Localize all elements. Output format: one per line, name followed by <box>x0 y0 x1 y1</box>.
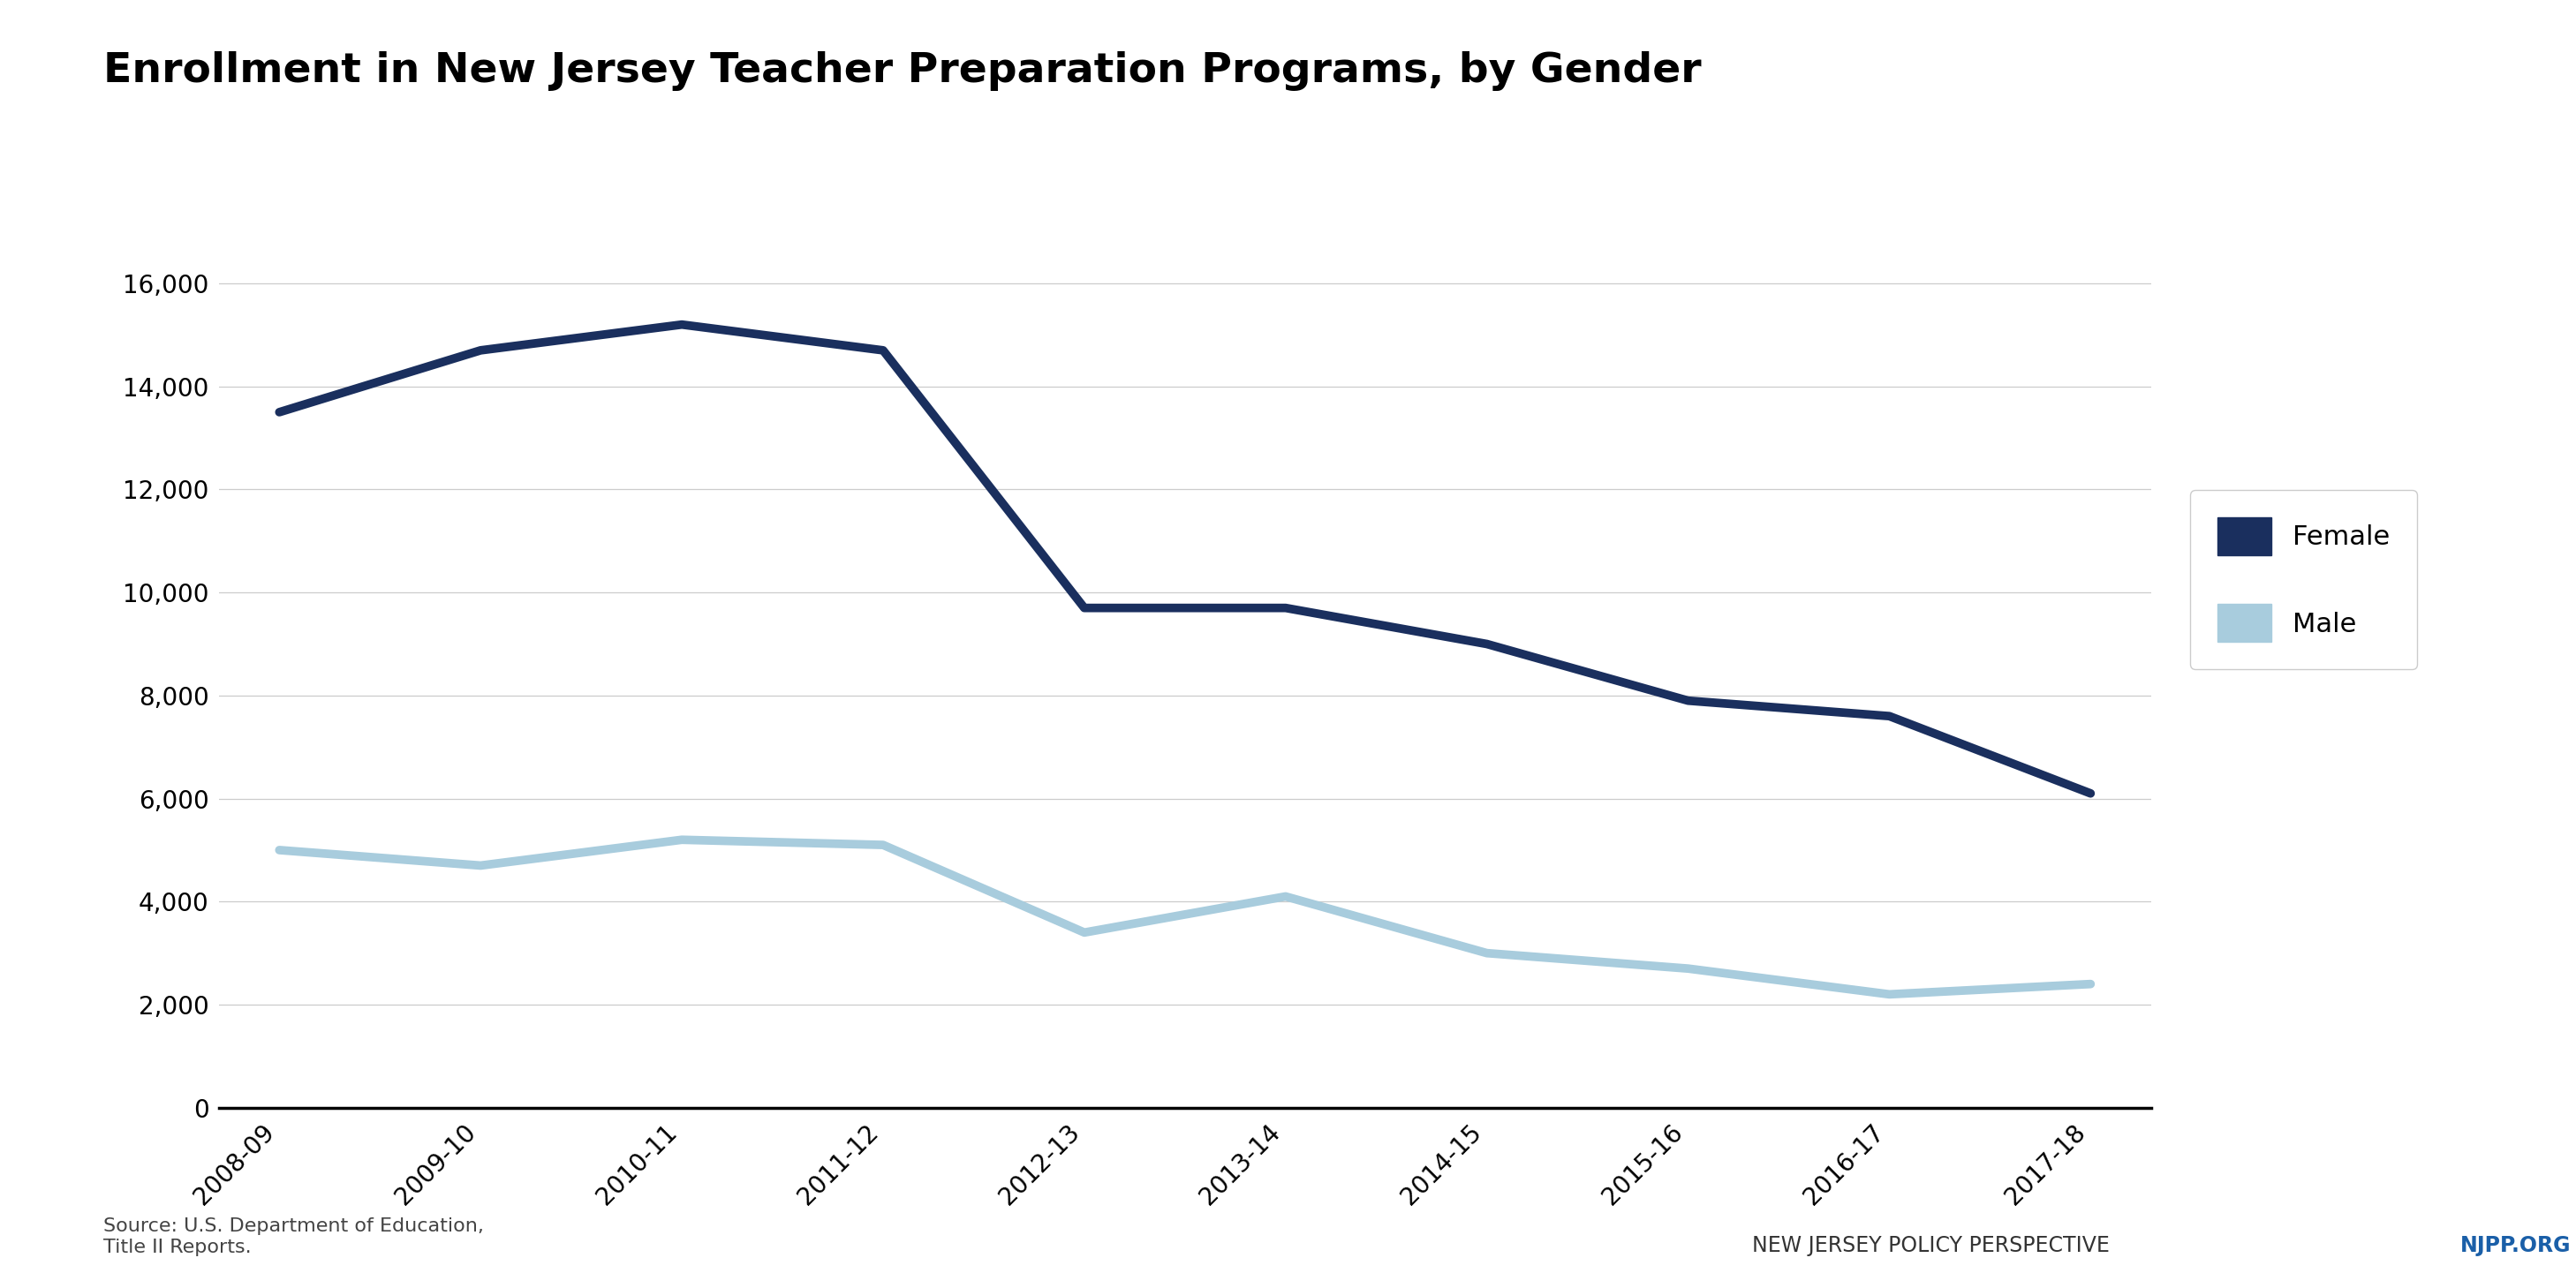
Text: NJPP.ORG: NJPP.ORG <box>2460 1235 2571 1256</box>
Text: Enrollment in New Jersey Teacher Preparation Programs, by Gender: Enrollment in New Jersey Teacher Prepara… <box>103 52 1700 91</box>
Legend: Female, Male: Female, Male <box>2190 491 2416 668</box>
Text: NEW JERSEY POLICY PERSPECTIVE: NEW JERSEY POLICY PERSPECTIVE <box>1752 1235 2110 1256</box>
Text: Source: U.S. Department of Education,
Title II Reports.: Source: U.S. Department of Education, Ti… <box>103 1217 484 1256</box>
